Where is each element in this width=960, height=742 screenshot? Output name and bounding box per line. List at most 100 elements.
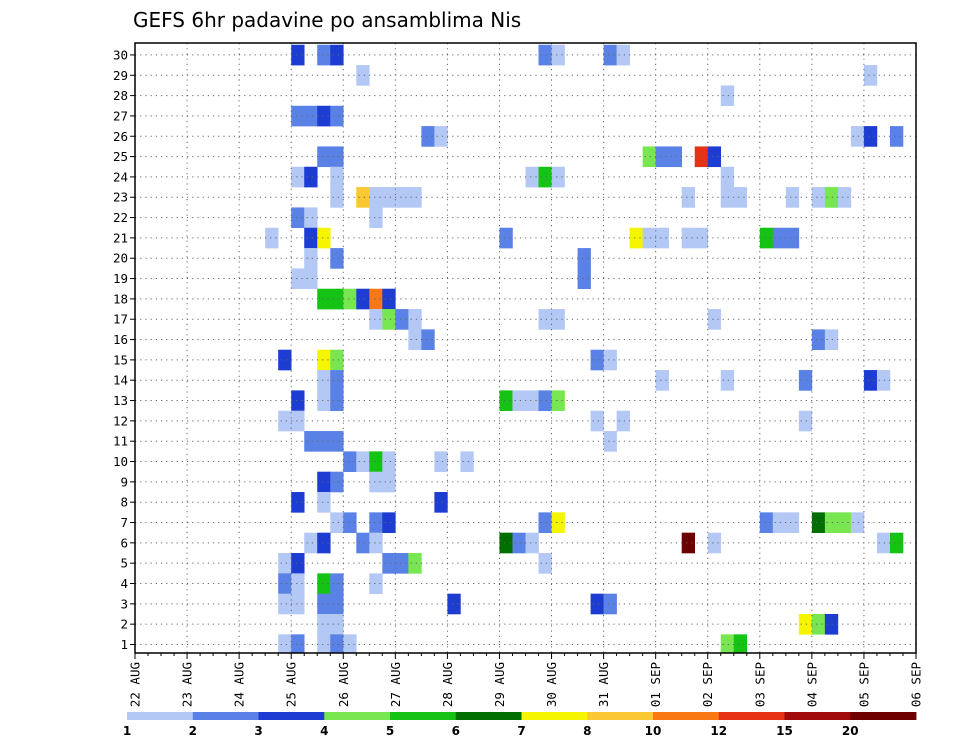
heatmap-cell bbox=[317, 349, 331, 371]
heatmap-cell bbox=[603, 431, 617, 452]
y-tick-label: 13 bbox=[113, 393, 128, 408]
x-tick-label: 25 AUG bbox=[284, 662, 299, 707]
heatmap-cell bbox=[369, 207, 383, 229]
heatmap-cell bbox=[538, 512, 552, 533]
heatmap-cell bbox=[317, 146, 331, 168]
heatmap-cell bbox=[642, 146, 656, 168]
heatmap-cell bbox=[291, 105, 305, 127]
heatmap-cell bbox=[538, 390, 552, 412]
heatmap-cell bbox=[382, 553, 396, 574]
heatmap-cell bbox=[603, 44, 617, 66]
heatmap-cell bbox=[356, 532, 370, 554]
y-tick-label: 29 bbox=[113, 68, 128, 83]
y-tick-label: 4 bbox=[120, 576, 128, 591]
heatmap-cell bbox=[616, 410, 630, 432]
x-tick-label: 31 AUG bbox=[596, 662, 611, 707]
heatmap-cell bbox=[265, 227, 279, 249]
y-tick-label: 3 bbox=[120, 596, 128, 611]
y-tick-label: 30 bbox=[113, 47, 128, 62]
y-tick-label: 25 bbox=[113, 149, 128, 164]
heatmap-cell bbox=[369, 187, 383, 208]
heatmap-cell bbox=[291, 410, 305, 432]
heatmap-cell bbox=[382, 512, 396, 533]
heatmap-cell bbox=[681, 187, 696, 208]
heatmap-cell bbox=[720, 634, 735, 654]
x-tick-label: 05 SEP bbox=[856, 662, 871, 707]
heatmap-cell bbox=[356, 288, 370, 310]
heatmap-cell bbox=[330, 349, 344, 371]
heatmap-cell bbox=[304, 105, 318, 127]
heatmap-cell bbox=[668, 146, 682, 168]
colorbar-label: 15 bbox=[776, 724, 793, 738]
y-tick-label: 10 bbox=[113, 454, 128, 469]
heatmap-cell bbox=[330, 573, 344, 594]
heatmap-cell bbox=[798, 614, 813, 635]
heatmap-cell bbox=[577, 248, 591, 269]
heatmap-cell bbox=[408, 187, 422, 208]
heatmap-cell bbox=[733, 634, 748, 654]
colorbar-swatch bbox=[258, 712, 325, 720]
heatmap-cell bbox=[317, 390, 331, 412]
heatmap-cell bbox=[317, 370, 331, 391]
heatmap-cell bbox=[343, 451, 357, 472]
heatmap-cell bbox=[577, 268, 591, 290]
heatmap-cell bbox=[681, 227, 696, 249]
y-tick-label: 19 bbox=[113, 271, 128, 286]
heatmap-cell bbox=[317, 614, 331, 635]
x-tick-label: 04 SEP bbox=[804, 662, 819, 707]
heatmap-cell bbox=[785, 512, 800, 533]
colorbar-label: 4 bbox=[320, 724, 328, 738]
heatmap-cell bbox=[785, 187, 800, 208]
heatmap-cell bbox=[499, 227, 513, 249]
heatmap-cell bbox=[304, 431, 318, 452]
heatmap-cell bbox=[330, 593, 344, 615]
y-tick-label: 27 bbox=[113, 108, 128, 123]
y-tick-label: 9 bbox=[120, 474, 128, 489]
heatmap-cell bbox=[369, 309, 383, 330]
heatmap-cell bbox=[863, 370, 878, 391]
heatmap-cell bbox=[304, 207, 318, 229]
heatmap-cell bbox=[538, 309, 552, 330]
heatmap-cell bbox=[278, 553, 292, 574]
colorbar-label: 7 bbox=[517, 724, 525, 738]
heatmap-cell bbox=[408, 553, 422, 574]
heatmap-cell bbox=[317, 105, 331, 127]
heatmap-cell bbox=[850, 126, 865, 147]
colorbar-swatch bbox=[192, 712, 259, 720]
heatmap-cell bbox=[707, 532, 722, 554]
heatmap-cell bbox=[291, 553, 305, 574]
y-tick-label: 12 bbox=[113, 413, 128, 428]
heatmap-cell bbox=[369, 573, 383, 594]
heatmap-cell bbox=[278, 593, 292, 615]
heatmap-cell bbox=[499, 390, 513, 412]
heatmap-cell bbox=[434, 492, 448, 513]
heatmap-cell bbox=[525, 532, 539, 554]
heatmap-cell bbox=[291, 390, 305, 412]
heatmap-cell bbox=[811, 329, 826, 351]
heatmap-cell bbox=[421, 126, 435, 147]
colorbar-legend: 1 2 3 4 5 6 7 8 10 12 15 20 bbox=[123, 712, 917, 738]
x-tick-label: 22 AUG bbox=[128, 662, 143, 707]
heatmap-cell bbox=[304, 532, 318, 554]
heatmap-cell bbox=[291, 573, 305, 594]
x-axis: 22 AUG 23 AUG 24 AUG 25 AUG 26 AUG 27 AUG 28 A… bbox=[128, 653, 924, 707]
heatmap-cell bbox=[278, 410, 292, 432]
heatmap-cell bbox=[720, 187, 735, 208]
heatmap-cell bbox=[395, 553, 409, 574]
heatmap-cell bbox=[317, 492, 331, 513]
heatmap-cell bbox=[551, 390, 565, 412]
heatmap-cell bbox=[343, 288, 357, 310]
colorbar-swatch bbox=[587, 712, 654, 720]
heatmap-cell bbox=[512, 390, 526, 412]
y-tick-label: 11 bbox=[113, 434, 128, 449]
heatmap-cell bbox=[720, 370, 735, 391]
heatmap-cell bbox=[655, 370, 669, 391]
heatmap-cell bbox=[369, 512, 383, 533]
x-tick-label: 01 SEP bbox=[648, 662, 663, 707]
heatmap-cell bbox=[395, 187, 409, 208]
heatmap-cell bbox=[681, 532, 696, 554]
heatmap-cell bbox=[863, 65, 878, 86]
colorbar-swatch bbox=[850, 712, 917, 720]
heatmap-cell bbox=[785, 227, 800, 249]
